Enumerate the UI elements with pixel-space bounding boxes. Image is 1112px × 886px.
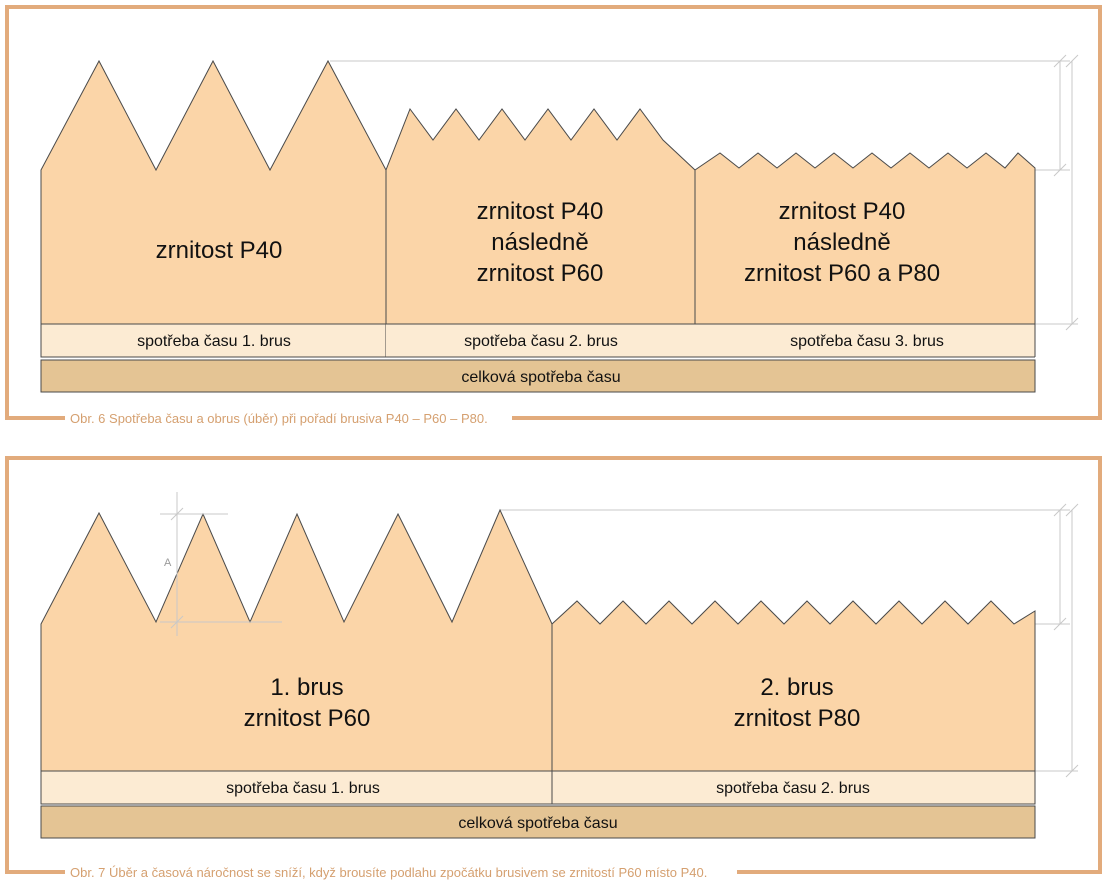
figure-6-caption: Obr. 6 Spotřeba času a obrus (úběr) při … — [70, 411, 488, 426]
figure-7-block-1-label-line-1: 1. brus — [270, 674, 343, 701]
figure-6-block-2-label-line-2: následně — [491, 229, 588, 256]
figure-7-dimension-lines — [500, 503, 1079, 778]
figure-6-block-3-label-line-3: zrnitost P60 a P80 — [744, 260, 940, 287]
figure-7-time-bar-2 — [551, 770, 1036, 805]
figure-6-block-1 — [40, 59, 387, 325]
figure-6-total-bar-label: celková spotřeba času — [461, 369, 620, 386]
figure-7-caption: Obr. 7 Úběr a časová náročnost se sníží,… — [70, 865, 707, 880]
figure-6-block-2-label-line-3: zrnitost P60 — [477, 260, 604, 287]
figure-6-block-3-label-line-2: následně — [793, 229, 890, 256]
figure-7-total-bar — [40, 805, 1036, 839]
figure-7-block-1 — [40, 508, 553, 772]
figure-7-dimension-a — [160, 492, 282, 636]
figure-6-time-bar-3 — [695, 324, 1035, 357]
figure-7-total-bar-label: celková spotřeba času — [458, 815, 617, 832]
figure-6-block-2 — [385, 107, 696, 325]
figure-6-block-3-label-line-1: zrnitost P40 — [779, 198, 906, 225]
figure-6-dimension-lines — [330, 54, 1079, 331]
figure-6-time-bar-1 — [40, 323, 387, 358]
figure-7-block-2-label-line-1: 2. brus — [760, 674, 833, 701]
figure-6: zrnitost P40 zrnitost P40 následně zrnit… — [5, 5, 1102, 426]
figure-6-block-3 — [694, 152, 1036, 325]
figure-7: A 1. brus zrnitost P60 2. brus zrnitost … — [5, 456, 1102, 880]
figure-6-time-bar-3-label: spotřeba času 3. brus — [790, 333, 944, 350]
figure-6-total-bar — [40, 359, 1036, 393]
figure-6-block-1-label: zrnitost P40 — [156, 237, 283, 264]
figure-6-time-bar-1-label: spotřeba času 1. brus — [137, 333, 291, 350]
figure-7-frame — [5, 456, 1102, 874]
figure-7-block-1-label-line-2: zrnitost P60 — [244, 705, 371, 732]
figure-7-time-bar-2-label: spotřeba času 2. brus — [716, 780, 870, 797]
figure-6-block-2-label-line-1: zrnitost P40 — [477, 198, 604, 225]
figure-7-block-2-label-line-2: zrnitost P80 — [734, 705, 861, 732]
figure-6-time-bar-2 — [386, 324, 695, 357]
figure-6-time-bar-2-label: spotřeba času 2. brus — [464, 333, 618, 350]
figure-7-time-bar-1 — [40, 770, 553, 805]
figure-7-time-bar-1-label: spotřeba času 1. brus — [226, 780, 380, 797]
figure-7-dimension-a-label: A — [164, 557, 172, 569]
figure-7-block-2 — [551, 600, 1036, 772]
figure-6-frame — [5, 5, 1102, 420]
